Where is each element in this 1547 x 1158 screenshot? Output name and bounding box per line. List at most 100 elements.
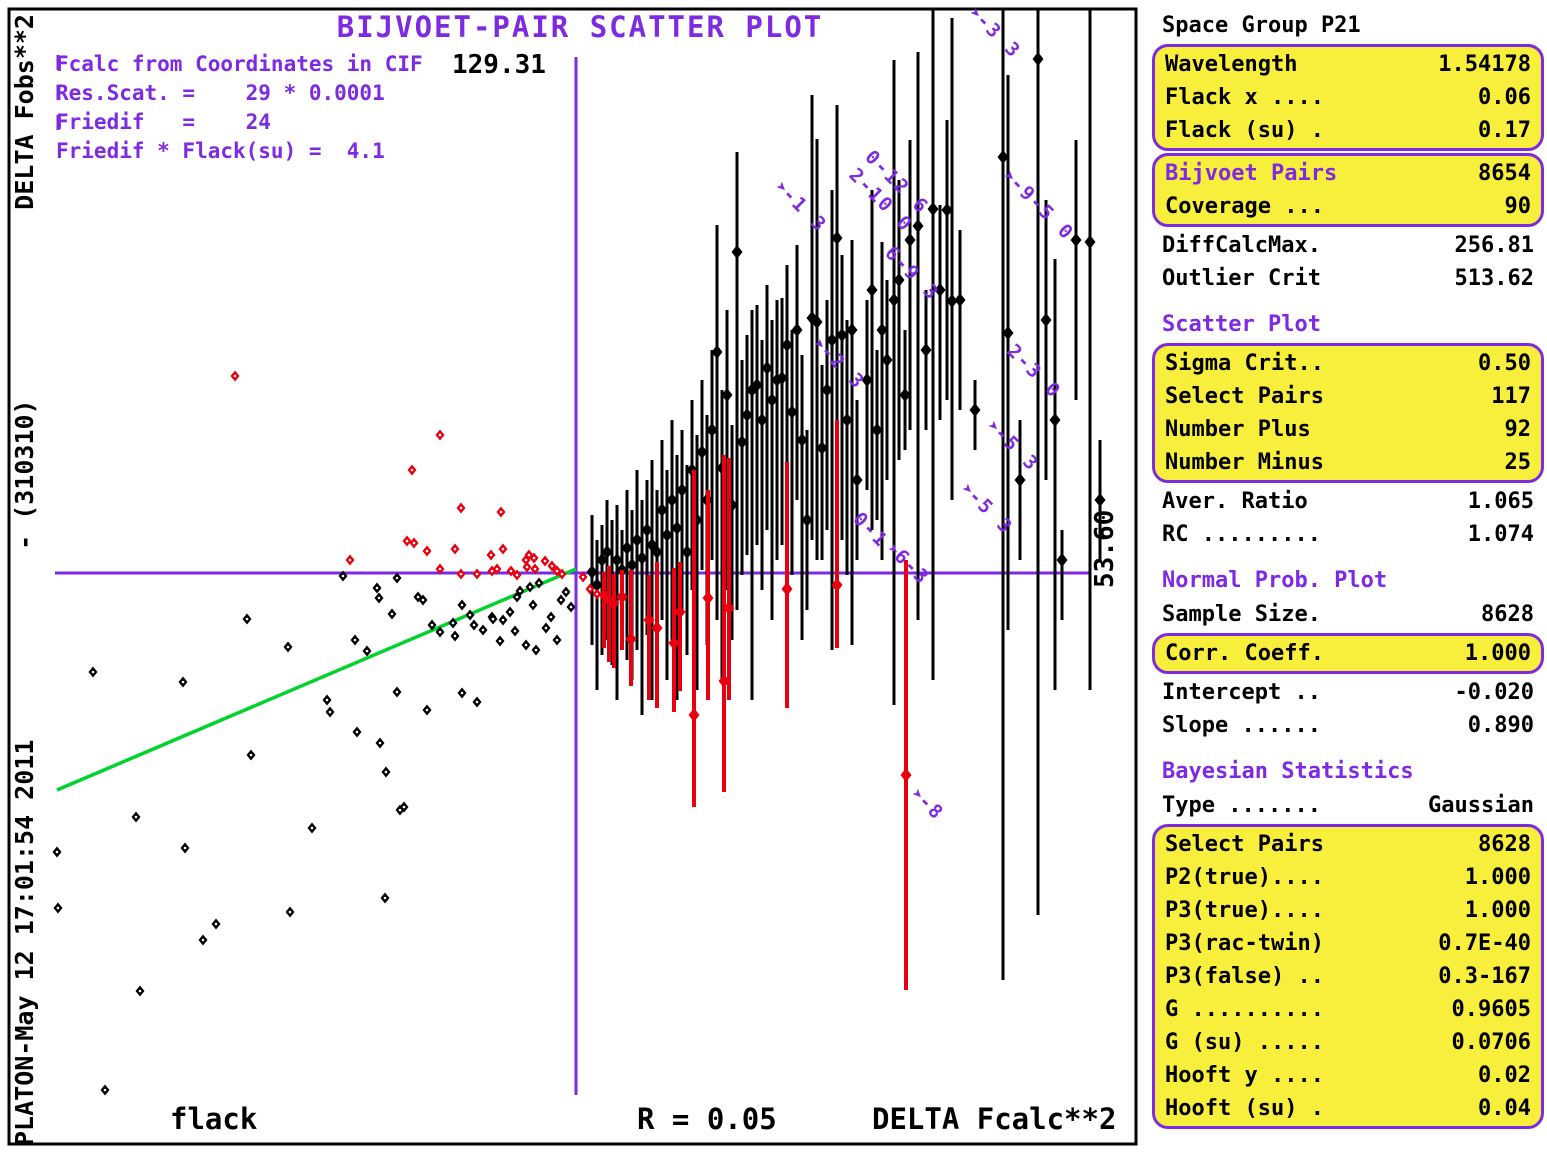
scatter-red-marker-center	[581, 575, 585, 579]
scatter-red-marker-center	[543, 559, 547, 563]
stat-label: Number Minus	[1165, 450, 1324, 475]
scatter-black-marker-center	[249, 753, 253, 757]
y-axis-max-label: 129.31	[452, 50, 546, 80]
stat-row: G .......... 0.9605	[1162, 993, 1534, 1026]
stat-value: 0.04	[1478, 1096, 1531, 1121]
stat-group: Intercept .. -0.020 Slope ...... 0.890	[1152, 676, 1544, 742]
bijvoet-pairs-plus-marker	[1049, 413, 1061, 427]
bijvoet-pairs-plus-marker	[836, 328, 848, 342]
scatter-black-marker-center	[288, 910, 292, 914]
stat-row: Type ....... Gaussian	[1152, 789, 1544, 822]
bijvoet-pairs-minus-marker	[831, 578, 843, 592]
scatter-black-marker-center	[460, 603, 464, 607]
stat-row: P3(true).... 1.000	[1162, 894, 1534, 927]
bijvoet-pairs-plus-marker	[721, 388, 733, 402]
stat-row: Hooft y .... 0.02	[1162, 1059, 1534, 1092]
bijvoet-pairs-plus-marker	[696, 445, 708, 459]
stat-value: 90	[1504, 194, 1532, 219]
bijvoet-pairs-plus-marker	[821, 383, 833, 397]
highlight-box: Sigma Crit.. 0.50 Select Pairs 117 Number Pl…	[1152, 343, 1544, 483]
section-header: Scatter Plot	[1162, 312, 1321, 337]
scatter-black-marker-center	[384, 770, 388, 774]
stat-value: 1.000	[1464, 898, 1531, 923]
scatter-black-marker-center	[138, 989, 142, 993]
bijvoet-pairs-minus-marker	[674, 605, 686, 619]
stat-row: Slope ...... 0.890	[1152, 709, 1544, 742]
info-line-4: Friedif * Flack(su) = 4.1	[56, 139, 385, 163]
scatter-black-marker-center	[559, 598, 563, 602]
scatter-black-marker-center	[472, 623, 476, 627]
bijvoet-pairs-plus-marker	[866, 283, 878, 297]
stat-label: Bijvoet Pairs	[1165, 161, 1338, 186]
bijvoet-pairs-plus-marker	[611, 553, 623, 567]
bijvoet-pairs-plus-marker	[621, 541, 633, 555]
bijvoet-pairs-plus-marker	[656, 503, 668, 517]
stat-value: 0.02	[1478, 1063, 1531, 1088]
scatter-red-marker-center	[501, 547, 505, 551]
stat-label: Type .......	[1162, 793, 1321, 818]
stat-row: Sample Size. 8628	[1152, 598, 1544, 631]
bijvoet-pairs-plus-marker	[666, 493, 678, 507]
scatter-black-marker-center	[531, 603, 535, 607]
stat-row: Space Group P21	[1152, 9, 1544, 42]
section-header: Normal Prob. Plot	[1162, 568, 1388, 593]
stat-value: 1.54178	[1438, 52, 1531, 77]
x-axis-max-label: 53.60	[1090, 509, 1120, 588]
bijvoet-pairs-plus-marker	[781, 338, 793, 352]
bijvoet-pairs-minus-marker	[608, 596, 620, 610]
stat-row: Select Pairs 117	[1162, 380, 1534, 413]
stat-value: 0.17	[1478, 118, 1531, 143]
scatter-black-marker-center	[286, 645, 290, 649]
scatter-red-marker-center	[532, 556, 536, 560]
scatter-black-marker-center	[481, 628, 485, 632]
bijvoet-pairs-plus-marker	[1056, 553, 1068, 567]
stat-value: 1.065	[1467, 489, 1534, 514]
scatter-black-marker-center	[395, 576, 399, 580]
bijvoet-pairs-plus-marker	[927, 202, 939, 216]
stats-panel: Space Group P21 Wavelength 1.54178 Flack x …	[1152, 8, 1544, 1131]
stat-row: Select Pairs 8628	[1162, 828, 1534, 861]
bijvoet-pairs-plus-marker	[636, 551, 648, 565]
scatter-red-marker-center	[495, 567, 499, 571]
scatter-red-marker-center	[412, 541, 416, 545]
stat-row: Sigma Crit.. 0.50	[1162, 347, 1534, 380]
info-block: Fcalc from Coordinates in CIF Res.Scat. …	[56, 50, 423, 166]
bijvoet-pairs-plus-marker	[641, 523, 653, 537]
stat-value: 8628	[1481, 602, 1534, 627]
scatter-red-marker-center	[560, 572, 564, 576]
stat-row: Aver. Ratio 1.065	[1152, 485, 1544, 518]
scatter-black-marker-center	[513, 629, 517, 633]
bijvoet-pairs-plus-marker	[899, 388, 911, 402]
scatter-black-marker-center	[56, 906, 60, 910]
bijvoet-pairs-minus-marker	[900, 768, 912, 782]
bijvoet-pairs-plus-marker	[920, 343, 932, 357]
stat-label: G ..........	[1165, 997, 1324, 1022]
info-line-1: Fcalc from Coordinates in CIF	[56, 52, 423, 76]
bijvoet-pairs-minus-marker	[668, 636, 680, 650]
bijvoet-pairs-plus-marker	[681, 545, 693, 559]
bijvoet-pairs-plus-marker	[706, 423, 718, 437]
bijvoet-pairs-minus-marker	[643, 613, 655, 627]
bijvoet-pairs-plus-marker	[846, 323, 858, 337]
scatter-black-marker-center	[378, 741, 382, 745]
bijvoet-pairs-plus-marker	[881, 353, 893, 367]
bijvoet-pairs-plus-marker	[1014, 473, 1026, 487]
scatter-black-marker-center	[528, 585, 532, 589]
scatter-black-marker-center	[201, 938, 205, 942]
scatter-black-marker-center	[416, 595, 420, 599]
stat-label: P3(true)....	[1165, 898, 1324, 923]
scatter-red-marker-center	[525, 565, 529, 569]
stat-row: Hooft (su) . 0.04	[1162, 1092, 1534, 1125]
bijvoet-pairs-plus-marker	[651, 545, 663, 559]
stat-value: 117	[1491, 384, 1531, 409]
bijvoet-pairs-plus-marker	[591, 578, 603, 592]
scatter-black-marker-center	[377, 596, 381, 600]
bijvoet-pairs-plus-marker	[912, 219, 924, 233]
bijvoet-pairs-plus-marker	[969, 403, 981, 417]
scatter-black-marker-center	[245, 617, 249, 621]
stat-value: 0.50	[1478, 351, 1531, 376]
stat-label: Flack x ....	[1165, 85, 1324, 110]
bijvoet-pairs-minus-marker	[723, 601, 735, 615]
bijvoet-pairs-plus-marker	[861, 373, 873, 387]
stat-value: 8628	[1478, 832, 1531, 857]
